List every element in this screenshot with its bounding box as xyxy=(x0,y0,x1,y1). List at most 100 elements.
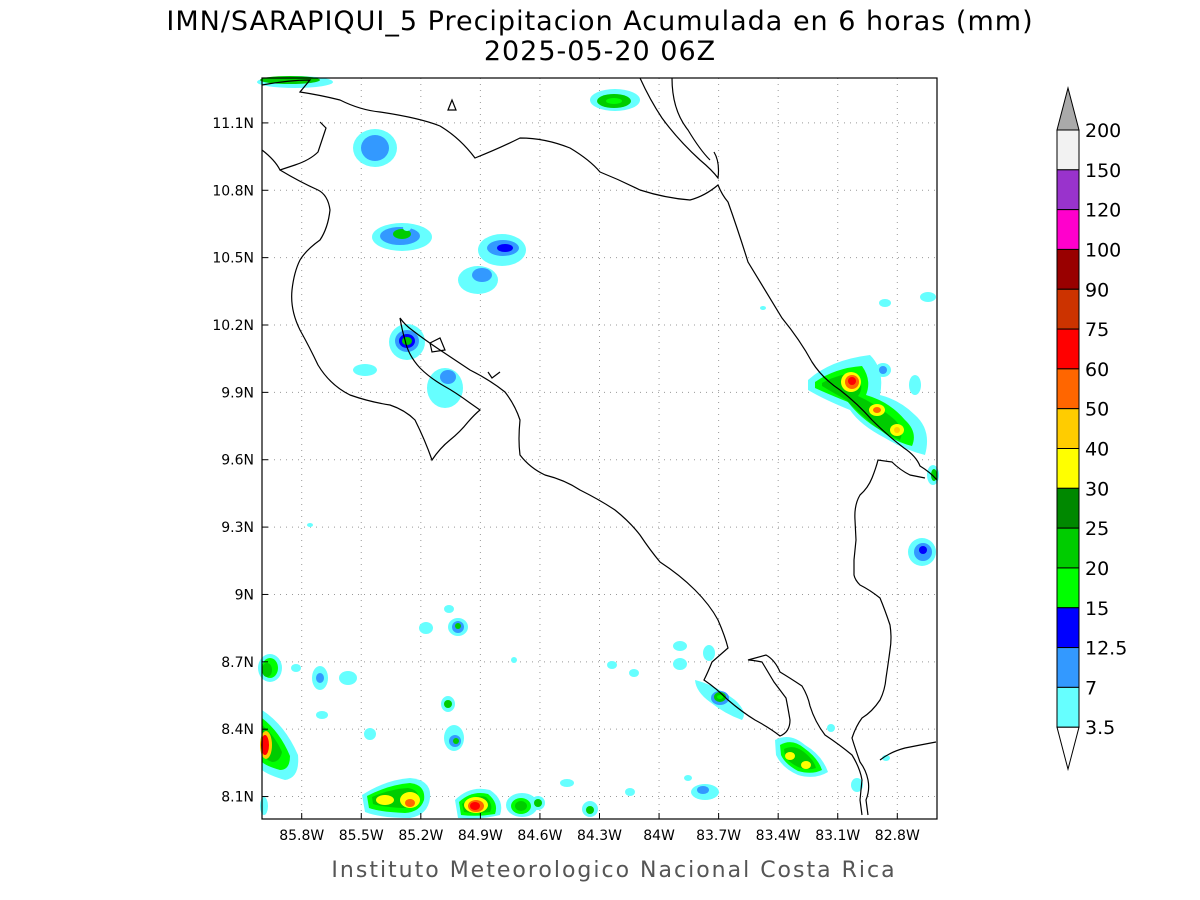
precip-cell xyxy=(684,775,692,781)
longitude-tick-label: 84.9W xyxy=(458,828,503,844)
longitude-tick-label: 84.3W xyxy=(577,828,622,844)
latitude-tick-label: 10.8N xyxy=(212,183,254,199)
latitude-tick-label: 8.7N xyxy=(221,655,254,671)
precip-cell xyxy=(419,622,433,634)
precip-cell xyxy=(362,778,431,818)
longitude-tick-label: 83.7W xyxy=(696,828,741,844)
precip-cell xyxy=(312,666,328,690)
map-plot-area: 85.8W 85.5W 85.2W 84.9W 84.6W 84.3W 84W 83.7W 83… xyxy=(212,76,939,844)
latitude-tick-label: 8.1N xyxy=(221,790,254,806)
coastline-borders xyxy=(261,77,938,816)
precip-cell xyxy=(364,728,376,740)
longitude-tick-label: 84W xyxy=(643,828,675,844)
precip-cell xyxy=(851,778,863,792)
colorbar-level-label: 3.5 xyxy=(1085,717,1115,739)
colorbar-swatch xyxy=(1056,328,1080,370)
latitude-tick-label: 11.1N xyxy=(212,116,254,132)
colorbar-level-label: 20 xyxy=(1085,558,1109,580)
colorbar-level-label: 150 xyxy=(1085,160,1121,182)
colorbar-swatch xyxy=(1056,129,1080,171)
colorbar-swatch xyxy=(1056,487,1080,529)
precip-cell xyxy=(339,671,357,685)
precip-cell xyxy=(427,368,463,408)
precip-cell xyxy=(673,658,687,670)
latitude-tick-label: 8.4N xyxy=(221,722,254,738)
precip-cell xyxy=(560,779,574,787)
colorbar-level-label: 25 xyxy=(1085,518,1109,540)
colorbar-swatch xyxy=(1056,288,1080,330)
latitude-tick-label: 9.3N xyxy=(221,520,254,536)
precip-cell xyxy=(444,725,464,751)
colorbar-min-triangle xyxy=(1056,726,1080,772)
colorbar-level-label: 50 xyxy=(1085,399,1109,421)
colorbar-level-label: 15 xyxy=(1085,598,1109,620)
precip-cell xyxy=(582,801,598,817)
precip-cell xyxy=(909,375,921,395)
longitude-tick-label: 85.8W xyxy=(279,828,324,844)
colorbar-level-label: 120 xyxy=(1085,200,1121,222)
precip-cell xyxy=(372,223,432,251)
precip-cell xyxy=(506,793,545,817)
precip-cell xyxy=(478,234,526,266)
colorbar-swatch xyxy=(1056,448,1080,489)
precip-cell xyxy=(590,89,640,111)
latitude-tick-label: 10.2N xyxy=(212,318,254,334)
precip-cell xyxy=(908,538,936,566)
precip-cell xyxy=(353,364,377,376)
precip-cell xyxy=(511,657,517,663)
precip-cell xyxy=(389,324,425,360)
precip-cell xyxy=(307,523,313,527)
longitude-tick-label: 82.8W xyxy=(875,828,920,844)
colorbar-swatch xyxy=(1056,686,1080,728)
colorbar-swatch xyxy=(1056,408,1080,449)
colorbar-swatch xyxy=(1056,169,1080,211)
colorbar-swatch xyxy=(1056,607,1080,649)
precip-cell xyxy=(697,786,709,794)
colorbar-swatch xyxy=(1056,209,1080,250)
precip-cell xyxy=(260,710,299,780)
colorbar-swatch xyxy=(1056,647,1080,688)
colorbar-legend: 3.5 7 12.5 15 20 25 30 40 50 60 75 90 100 120 150 200 xyxy=(1056,86,1127,772)
precip-cell xyxy=(808,355,928,455)
precip-cell xyxy=(260,797,268,815)
precip-cell xyxy=(879,292,936,307)
colorbar-level-label: 200 xyxy=(1085,120,1121,142)
precip-cell xyxy=(316,711,328,719)
map-subtitle-datetime: 2025-05-20 06Z xyxy=(484,36,716,67)
colorbar-level-label: 12.5 xyxy=(1085,638,1127,660)
precip-cell xyxy=(775,736,828,777)
precip-cell xyxy=(353,129,397,167)
precip-cell xyxy=(629,669,639,677)
colorbar-swatch xyxy=(1056,248,1080,290)
longitude-tick-label: 84.6W xyxy=(517,828,562,844)
precip-cell xyxy=(444,605,454,613)
colorbar-level-label: 60 xyxy=(1085,359,1109,381)
longitude-axis: 85.8W 85.5W 85.2W 84.9W 84.6W 84.3W 84W 83.7W 83… xyxy=(279,813,920,844)
colorbar-max-triangle xyxy=(1056,86,1080,131)
colorbar-swatch xyxy=(1056,527,1080,569)
latitude-axis: 11.1N 10.8N 10.5N 10.2N 9.9N 9.6N 9.3N 9N 8.7N 8.… xyxy=(212,116,268,806)
longitude-tick-label: 83.1W xyxy=(815,828,860,844)
colorbar-level-label: 75 xyxy=(1085,319,1109,341)
latitude-tick-label: 9.6N xyxy=(221,453,254,469)
precip-cell xyxy=(441,696,455,712)
precip-cell xyxy=(607,661,617,669)
precip-cell xyxy=(625,788,635,796)
precip-cell xyxy=(875,363,891,377)
precip-cell xyxy=(403,225,411,231)
precip-cell xyxy=(291,664,301,672)
colorbar-level-label: 7 xyxy=(1085,677,1097,699)
precipitation-field xyxy=(257,76,939,819)
colorbar-level-label: 40 xyxy=(1085,439,1109,461)
precip-cell xyxy=(448,618,468,636)
latitude-tick-label: 9N xyxy=(235,587,254,603)
longitude-tick-label: 85.2W xyxy=(398,828,443,844)
colorbar-swatch xyxy=(1056,567,1080,609)
precip-cell xyxy=(673,641,687,651)
latitude-tick-label: 10.5N xyxy=(212,251,254,267)
map-background xyxy=(262,78,937,819)
precip-cell xyxy=(258,654,282,682)
longitude-tick-label: 83.4W xyxy=(756,828,801,844)
precip-cell xyxy=(760,306,766,310)
